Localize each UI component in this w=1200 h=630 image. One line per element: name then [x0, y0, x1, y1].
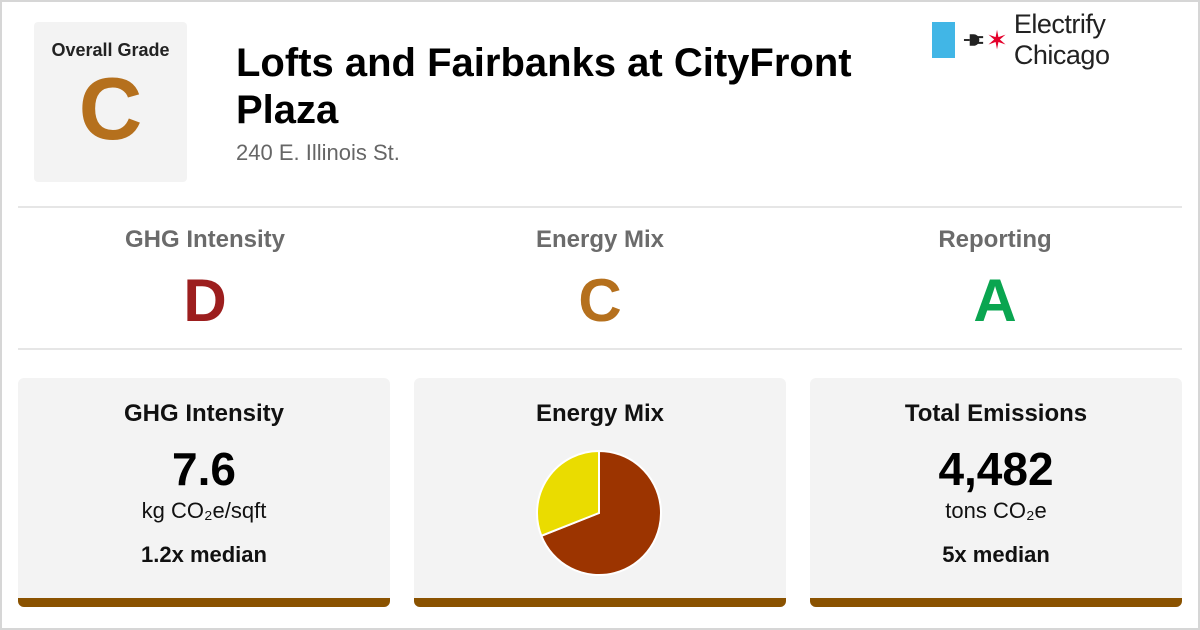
grade-label: GHG Intensity — [124, 226, 286, 253]
star-icon: ✶ — [986, 25, 1008, 55]
grade-reporting: Reporting A — [800, 226, 1190, 332]
card-title: Total Emissions — [904, 400, 1088, 427]
card-title: GHG Intensity — [123, 400, 285, 427]
flag-icon — [932, 22, 956, 58]
total-emissions-value: 4,482 — [938, 443, 1054, 495]
grade-letter: D — [183, 267, 227, 334]
ghg-intensity-value: 7.6 — [172, 443, 236, 495]
grade-label: Reporting — [938, 226, 1052, 253]
divider — [18, 206, 1182, 208]
grade-ghg-intensity: GHG Intensity D — [10, 226, 400, 332]
overall-grade-letter: C — [78, 59, 143, 158]
divider — [18, 348, 1182, 350]
total-emissions-card: Total Emissions 4,482 tons CO₂e 5x media… — [810, 378, 1182, 607]
energy-mix-pie-chart — [536, 449, 662, 576]
ghg-intensity-card: GHG Intensity 7.6 kg CO₂e/sqft 1.2x medi… — [18, 378, 390, 607]
ghg-intensity-median: 1.2x median — [141, 542, 267, 567]
building-name: Lofts and Fairbanks at CityFront Plaza — [236, 41, 852, 132]
overall-grade-label: Overall Grade — [51, 40, 170, 60]
brand-logo[interactable]: ✶ Electrify Chicago — [932, 9, 1200, 70]
pie-slice-1 — [536, 449, 600, 538]
building-address: 240 E. Illinois St. — [236, 140, 400, 165]
plug-icon — [963, 34, 984, 46]
total-emissions-median: 5x median — [942, 542, 1050, 567]
grade-energy-mix: Energy Mix C — [405, 226, 795, 332]
brand-name: Electrify Chicago — [1013, 9, 1110, 70]
overall-grade-box: Overall Grade C — [34, 22, 187, 182]
ghg-intensity-unit: kg CO₂e/sqft — [141, 498, 267, 523]
pie-slice-0 — [540, 449, 662, 576]
grade-letter: C — [578, 267, 622, 334]
grade-label: Energy Mix — [535, 226, 665, 253]
energy-mix-pie — [534, 448, 664, 578]
card-title: Energy Mix — [535, 400, 665, 427]
energy-mix-card: Energy Mix — [414, 378, 786, 607]
grade-letter: A — [973, 267, 1017, 334]
total-emissions-unit: tons CO₂e — [945, 498, 1047, 523]
